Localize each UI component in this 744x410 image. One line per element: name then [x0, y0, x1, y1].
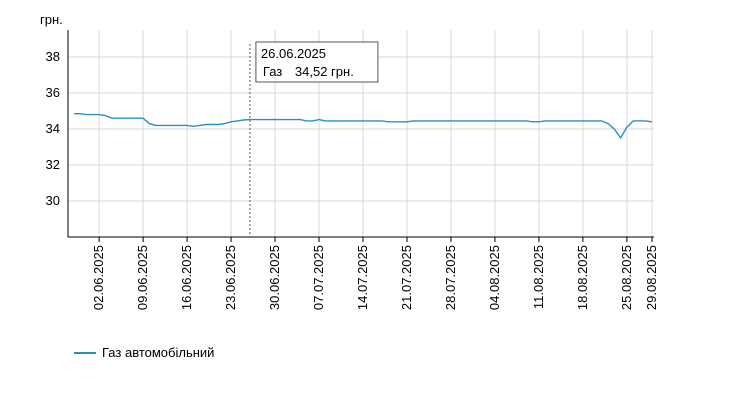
x-tick-label: 28.07.2025: [443, 245, 458, 310]
legend-swatch: [74, 351, 96, 354]
x-tick-label: 04.08.2025: [487, 245, 502, 310]
x-tick-label: 07.07.2025: [311, 245, 326, 310]
x-tick-label: 23.06.2025: [223, 245, 238, 310]
legend[interactable]: Газ автомобільний: [74, 345, 214, 360]
tooltip-date: 26.06.2025: [261, 46, 326, 61]
x-tick-label: 02.06.2025: [91, 245, 106, 310]
y-tick-label: 36: [46, 85, 60, 100]
tooltip-box: [255, 41, 379, 83]
tooltip-value: 34,52 грн.: [295, 64, 354, 79]
x-tick-label: 09.06.2025: [135, 245, 150, 310]
x-tick-label: 29.08.2025: [644, 245, 659, 310]
x-tick-label: 11.08.2025: [531, 245, 546, 309]
y-tick-label: 30: [46, 193, 60, 208]
x-tick-label: 21.07.2025: [399, 245, 414, 310]
x-tick-label: 30.06.2025: [267, 245, 282, 310]
y-tick-label: 34: [46, 121, 60, 136]
x-tick-label: 25.08.2025: [619, 245, 634, 310]
legend-label: Газ автомобільний: [102, 345, 215, 360]
x-tick-label: 18.08.2025: [575, 245, 590, 310]
tooltip-series-label: Газ: [263, 64, 282, 79]
y-tick-label: 32: [46, 157, 60, 172]
x-tick-label: 14.07.2025: [355, 245, 370, 310]
y-axis-label: грн.: [40, 12, 63, 27]
y-tick-label: 38: [46, 49, 60, 64]
x-tick-label: 16.06.2025: [179, 245, 194, 310]
series-line: [74, 112, 653, 140]
